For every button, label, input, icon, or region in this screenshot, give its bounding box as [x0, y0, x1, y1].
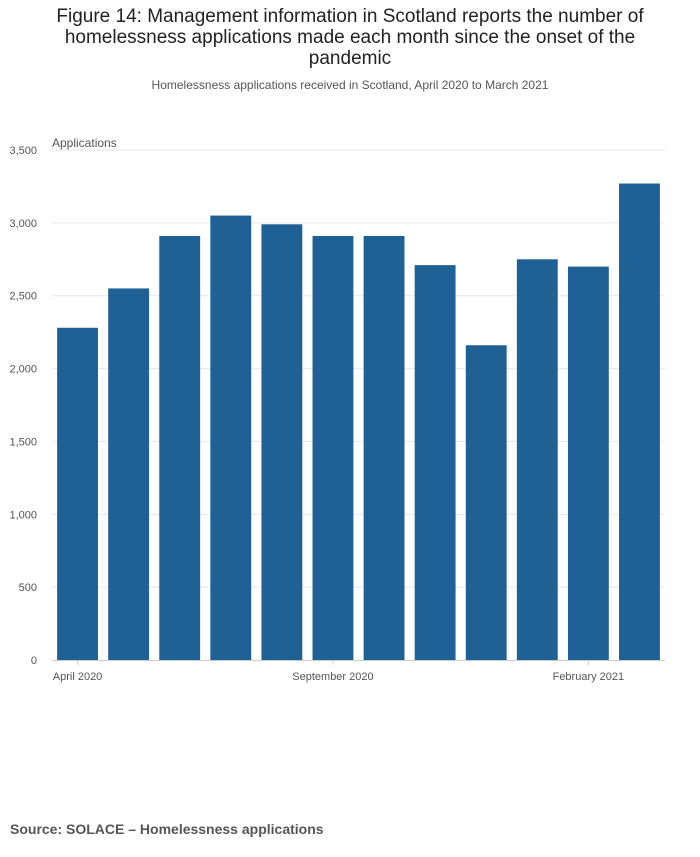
- gridlines: [52, 149, 665, 588]
- y-tick-label: 0: [31, 655, 37, 667]
- x-tick-label: April 2020: [53, 671, 103, 683]
- bar: March 2021: 3270: [619, 183, 660, 660]
- bar: November 2020: 2710: [414, 265, 456, 660]
- y-tick-label: 3,000: [9, 218, 37, 230]
- y-tick-label: 2,000: [9, 364, 37, 376]
- bar: January 2021: 2750: [516, 259, 558, 660]
- bar: April 2020: 2280: [57, 327, 98, 660]
- y-tick-label: 2,500: [9, 291, 37, 303]
- y-tick-label: 3,500: [9, 145, 37, 157]
- bar: December 2020: 2160: [465, 345, 507, 660]
- bar: October 2020: 2910: [363, 235, 405, 660]
- bar: February 2021: 2700: [567, 266, 609, 660]
- bar: September 2020: 2910: [312, 235, 354, 660]
- bar: June 2020: 2910: [159, 235, 201, 660]
- x-tick-label: February 2021: [553, 671, 625, 683]
- y-axis-title: Applications: [52, 136, 117, 150]
- axes: 0 500 1,000 1,500 2,000 2,500 3,000 3,500 April …: [9, 145, 665, 683]
- chart-subtitle: Homelessness applications received in Sc…: [151, 78, 549, 92]
- x-tick-label: September 2020: [292, 671, 373, 683]
- bar: August 2020: 2990: [261, 224, 303, 661]
- y-tick-label: 1,500: [9, 436, 37, 448]
- y-tick-label: 1,000: [9, 509, 37, 521]
- bars: April 2020: 2280May 2020: 2550June 2020:…: [57, 183, 660, 661]
- bar: May 2020: 2550: [108, 288, 150, 660]
- chart-title: Figure 14: Management information in Sco…: [56, 6, 644, 69]
- source-note: Source: SOLACE – Homelessness applicatio…: [10, 821, 324, 837]
- y-tick-label: 500: [19, 582, 37, 594]
- bar: July 2020: 3050: [210, 215, 252, 661]
